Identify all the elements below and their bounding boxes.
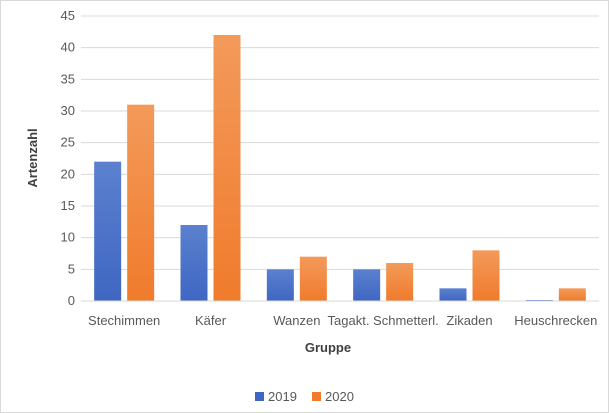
bar-2020-3 (386, 263, 414, 301)
bar-2019-3 (353, 269, 381, 301)
bars (81, 35, 599, 302)
y-axis-title: Artenzahl (25, 128, 40, 187)
x-axis-ticks: Stechimmen Käfer Wanzen Tagakt. Schmetterl.… (88, 313, 597, 328)
legend-swatch-2019 (255, 392, 264, 401)
bar-2019-2 (266, 269, 294, 301)
y-tick-label: 45 (61, 8, 75, 23)
y-tick-label: 15 (61, 198, 75, 213)
y-tick-label: 0 (68, 293, 75, 308)
bar-2019-1 (180, 225, 208, 301)
y-tick-label: 20 (61, 166, 75, 181)
bar-2020-0 (127, 104, 155, 302)
bar-2019-4 (439, 288, 467, 301)
x-axis-title: Gruppe (305, 340, 351, 355)
x-tick-label: Stechimmen (88, 313, 160, 328)
y-tick-label: 30 (61, 103, 75, 118)
x-tick-label: Heuschrecken (514, 313, 597, 328)
legend-label-2019: 2019 (268, 389, 297, 404)
bar-2020-2 (299, 256, 327, 301)
bar-2020-1 (213, 35, 241, 301)
legend: 2019 2020 (255, 389, 354, 404)
y-tick-label: 10 (61, 230, 75, 245)
bar-2020-5 (558, 288, 586, 301)
y-tick-label: 40 (61, 40, 75, 55)
y-tick-label: 5 (68, 261, 75, 276)
y-tick-label: 25 (61, 135, 75, 150)
x-tick-label: Käfer (195, 313, 227, 328)
x-tick-label: Tagakt. Schmetterl. (328, 313, 439, 328)
x-tick-label: Zikaden (446, 313, 492, 328)
bar-2019-0 (94, 161, 122, 301)
y-axis-ticks: 0 5 10 15 20 25 30 35 40 45 (61, 8, 75, 308)
bar-2020-4 (472, 250, 500, 301)
legend-label-2020: 2020 (325, 389, 354, 404)
legend-swatch-2020 (312, 392, 321, 401)
y-tick-label: 35 (61, 71, 75, 86)
gridlines (81, 15, 599, 302)
x-tick-label: Wanzen (273, 313, 320, 328)
